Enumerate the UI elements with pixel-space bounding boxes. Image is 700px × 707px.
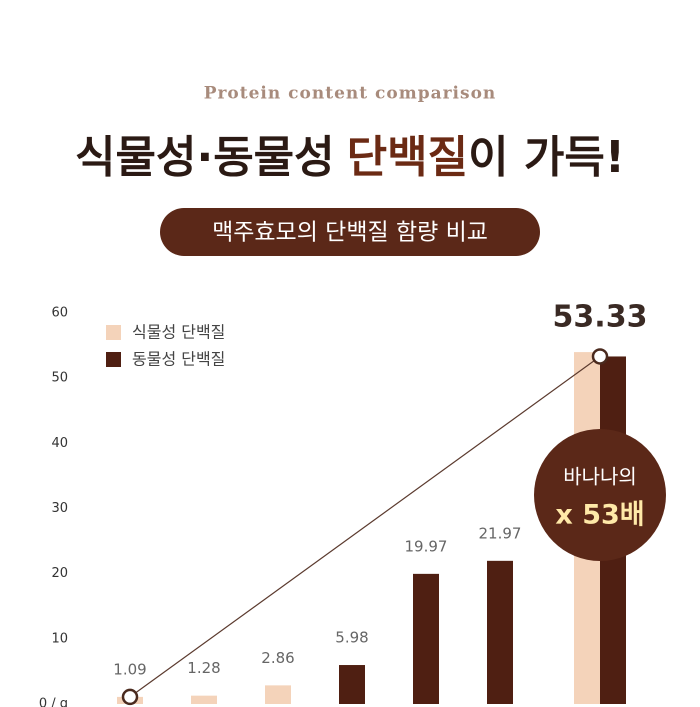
badge-pill: [160, 208, 540, 256]
y-tick-label: 20: [51, 566, 68, 581]
y-tick-label: 40: [51, 436, 68, 451]
data-label: 21.97: [479, 524, 522, 542]
legend-label: 동물성 단백질: [132, 350, 225, 369]
data-label: 19.97: [405, 537, 448, 555]
title-part: 이 가득!: [468, 132, 625, 183]
bar: [339, 665, 365, 704]
annotation-text: x 53배: [555, 500, 644, 531]
title: 식물성·동물성 단백질이 가득!: [75, 132, 625, 183]
data-label: 1.09: [113, 660, 146, 678]
trend-point: [591, 348, 609, 365]
bar: [487, 560, 513, 704]
annotation-text: 바나나의: [563, 465, 637, 489]
data-label: 1.28: [187, 659, 220, 677]
legend-swatch: [106, 352, 121, 367]
trend-line: [129, 355, 601, 698]
bar: [265, 685, 291, 704]
trend-point: [121, 688, 139, 706]
bar: [191, 695, 217, 704]
legend-swatch: [106, 325, 121, 340]
y-tick-label: 60: [51, 306, 68, 321]
legend-label: 식물성 단백질: [132, 323, 225, 342]
title-part: 식물성·동물성: [75, 132, 335, 183]
y-tick-label: 10: [51, 631, 68, 646]
badge-text: 맥주효모의 단백질 함량 비교: [212, 220, 488, 246]
y-tick-label: 30: [51, 501, 68, 516]
title-highlight: 단백질: [347, 132, 468, 183]
data-label: 2.86: [261, 649, 294, 667]
bar: [413, 573, 439, 704]
annotation-bubble: [534, 429, 666, 561]
y-tick-label: 50: [51, 371, 68, 386]
subtitle: Protein content comparison: [204, 84, 497, 104]
data-label: 53.33: [553, 300, 648, 335]
y-tick-label: 0 / g: [39, 697, 68, 707]
data-label: 5.98: [335, 629, 368, 647]
